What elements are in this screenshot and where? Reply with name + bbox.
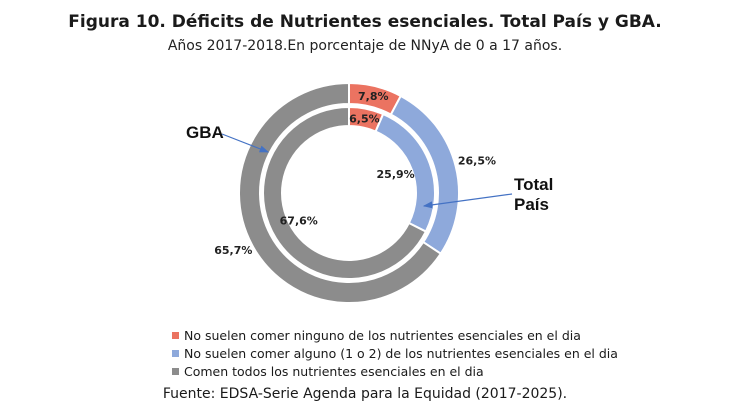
slice-label-outer-2: 65,7% <box>214 244 252 257</box>
legend-item-ninguno: No suelen comer ninguno de los nutriente… <box>172 326 618 344</box>
slice-label-inner-2: 67,6% <box>280 214 318 227</box>
callout-total-pais-arrow <box>422 193 513 209</box>
chart-subtitle: Años 2017-2018.En porcentaje de NNyA de … <box>167 38 563 54</box>
source-note: Fuente: EDSA-Serie Agenda para la Equida… <box>162 386 568 402</box>
legend-item-todos: Comen todos los nutrientes esenciales en… <box>172 362 618 380</box>
callout-gba-arrow <box>221 133 270 153</box>
callout-total-pais: Total País <box>514 175 558 214</box>
legend-swatch-todos <box>172 367 179 375</box>
legend-swatch-alguno <box>172 349 179 357</box>
legend-label-todos: Comen todos los nutrientes esenciales en… <box>184 363 484 379</box>
legend-swatch-ninguno <box>172 331 179 339</box>
slice-label-inner-0: 6,5% <box>349 113 380 126</box>
legend-label-alguno: No suelen comer alguno (1 o 2) de los nu… <box>184 345 618 361</box>
slice-inner-2 <box>262 105 428 280</box>
slice-label-outer-0: 7,8% <box>358 90 389 103</box>
chart-title: Figura 10. Déficits de Nutrientes esenci… <box>68 12 662 32</box>
slice-label-outer-1: 26,5% <box>458 155 496 168</box>
legend: No suelen comer ninguno de los nutriente… <box>172 326 618 380</box>
slice-outer-2 <box>238 81 443 304</box>
slice-label-inner-1: 25,9% <box>377 168 415 181</box>
legend-item-alguno: No suelen comer alguno (1 o 2) de los nu… <box>172 344 618 362</box>
legend-label-ninguno: No suelen comer ninguno de los nutriente… <box>184 327 581 343</box>
callout-gba: GBA <box>186 123 224 142</box>
